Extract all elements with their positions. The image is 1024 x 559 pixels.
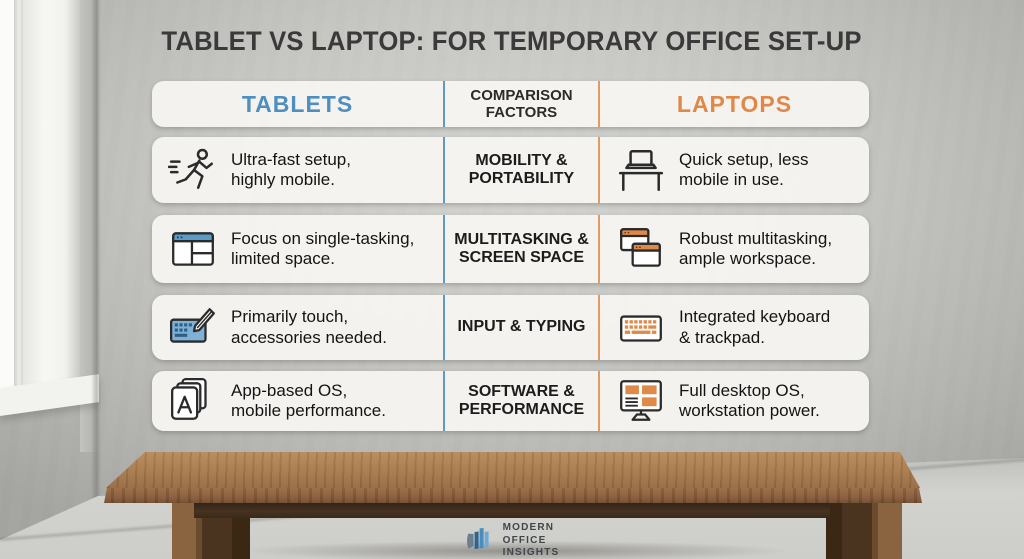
column-header-factors: COMPARISON FACTORS xyxy=(443,81,600,127)
laptop-text: Quick setup, less mobile in use. xyxy=(679,149,809,189)
keyboard-icon xyxy=(615,302,667,354)
app-pages-icon xyxy=(167,375,219,427)
laptop-cell-mobility: Quick setup, less mobile in use. xyxy=(600,137,869,203)
window-frame xyxy=(23,0,80,394)
tablet-text: Primarily touch, accessories needed. xyxy=(231,307,387,347)
modern-office-insights-logo-icon xyxy=(465,522,495,559)
laptop-cell-software: Full desktop OS, workstation power. xyxy=(600,371,869,431)
factor-label: INPUT & TYPING xyxy=(443,295,600,360)
footer-logo-text: MODERN OFFICE INSIGHTS xyxy=(503,522,560,559)
window-glass xyxy=(0,0,14,392)
table-header-row: TABLETS COMPARISON FACTORS LAPTOPS xyxy=(152,81,869,127)
wall-corner xyxy=(91,0,101,500)
tablet-text: App-based OS, mobile performance. xyxy=(231,380,386,420)
table-row: Focus on single-tasking, limited space. … xyxy=(152,215,869,283)
factor-label: MOBILITY & PORTABILITY xyxy=(443,137,600,203)
logo-line: OFFICE xyxy=(502,534,547,546)
factor-label: MULTITASKING & SCREEN SPACE xyxy=(443,215,600,283)
comparison-table: TABLETS COMPARISON FACTORS LAPTOPS xyxy=(152,81,869,431)
wooden-tabletop xyxy=(106,452,920,488)
laptop-cell-multitasking: Robust multitasking, ample workspace. xyxy=(600,215,869,283)
keyboard-stylus-icon xyxy=(167,302,219,354)
table-leg-right xyxy=(826,500,902,559)
tablet-text: Focus on single-tasking, limited space. xyxy=(231,228,415,268)
tablet-cell-software: App-based OS, mobile performance. xyxy=(152,371,443,431)
table-row: Ultra-fast setup, highly mobile. MOBILIT… xyxy=(152,137,869,203)
single-window-icon xyxy=(167,223,219,275)
tablet-cell-input: Primarily touch, accessories needed. xyxy=(152,295,443,360)
table-row: Primarily touch, accessories needed. INP… xyxy=(152,295,869,360)
tabletop-front-edge xyxy=(104,488,922,503)
page-title: TABLET VS LAPTOP: FOR TEMPORARY OFFICE S… xyxy=(161,26,863,56)
laptop-on-desk-icon xyxy=(615,144,667,196)
factor-label: SOFTWARE & PERFORMANCE xyxy=(443,371,600,431)
laptop-text: Robust multitasking, ample workspace. xyxy=(679,228,833,268)
stacked-windows-icon xyxy=(615,223,667,275)
logo-line: MODERN xyxy=(502,522,555,533)
window-reveal xyxy=(80,0,98,452)
laptop-text: Integrated keyboard & trackpad. xyxy=(679,307,831,347)
logo-line: INSIGHTS xyxy=(502,547,560,558)
tablet-cell-mobility: Ultra-fast setup, highly mobile. xyxy=(152,137,443,203)
column-header-laptops: LAPTOPS xyxy=(676,90,793,117)
laptop-cell-input: Integrated keyboard & trackpad. xyxy=(600,295,869,360)
laptop-text: Full desktop OS, workstation power. xyxy=(679,380,820,420)
footer-logo: MODERN OFFICE INSIGHTS xyxy=(465,522,560,559)
window-frame-line xyxy=(14,0,23,392)
table-row: App-based OS, mobile performance. SOFTWA… xyxy=(152,371,869,431)
running-person-icon xyxy=(167,144,219,196)
tablet-cell-multitasking: Focus on single-tasking, limited space. xyxy=(152,215,443,283)
table-shadow xyxy=(120,536,910,559)
table-apron xyxy=(194,501,830,518)
column-header-tablets: TABLETS xyxy=(241,90,354,117)
desktop-monitor-icon xyxy=(615,375,667,427)
tablet-text: Ultra-fast setup, highly mobile. xyxy=(231,149,351,189)
